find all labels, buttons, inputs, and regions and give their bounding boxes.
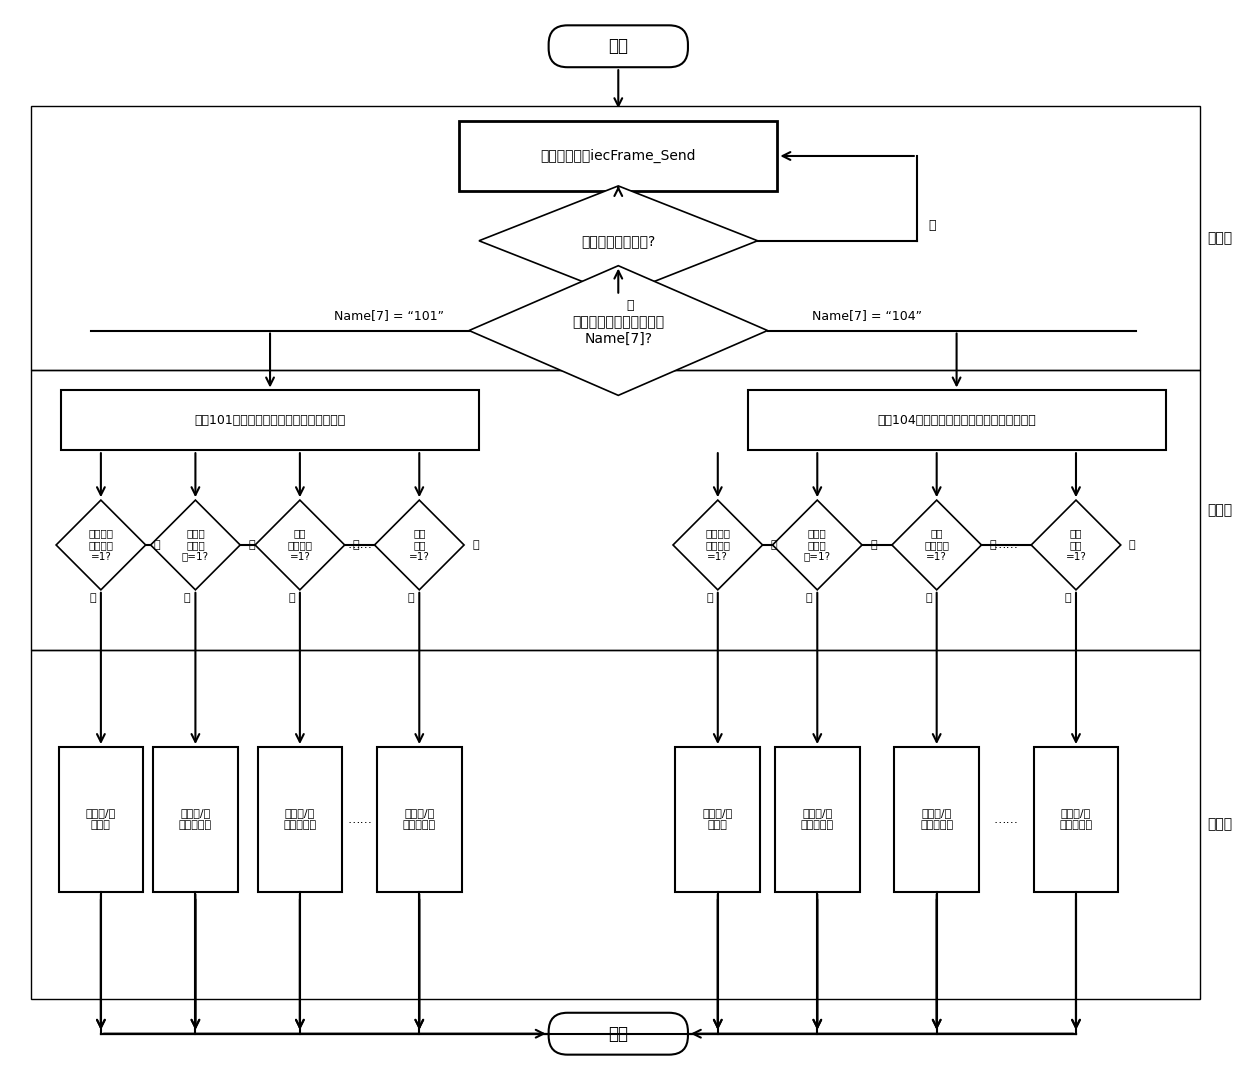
Bar (61, 390, 479, 450)
Text: 是: 是 (408, 593, 414, 603)
Text: 查询
遥控标志
=1?: 查询 遥控标志 =1? (288, 528, 312, 561)
Polygon shape (773, 500, 862, 590)
Text: 清标志/组
对时应答包: 清标志/组 对时应答包 (403, 809, 435, 830)
Text: 查询104数据结构体中的所有状态标志位信息: 查询104数据结构体中的所有状态标志位信息 (877, 413, 1035, 427)
Text: 否: 否 (870, 540, 877, 550)
Text: 否: 否 (1128, 540, 1136, 550)
Text: 结束: 结束 (609, 1025, 629, 1043)
Text: 查询总
召唤标
志=1?: 查询总 召唤标 志=1? (804, 528, 831, 561)
Text: Name[7] = “104”: Name[7] = “104” (812, 310, 923, 322)
Text: 否: 否 (154, 540, 160, 550)
Polygon shape (479, 186, 758, 296)
Bar (676, 746, 760, 891)
Text: 否: 否 (248, 540, 254, 550)
Polygon shape (56, 500, 145, 590)
Polygon shape (150, 500, 241, 590)
Text: 查询链路
复位标志
=1?: 查询链路 复位标志 =1? (706, 528, 730, 561)
Text: 是: 是 (707, 593, 713, 603)
Polygon shape (374, 500, 464, 590)
Text: ……: …… (993, 813, 1019, 826)
Text: 否: 否 (472, 540, 479, 550)
Bar (31, 106, 1200, 371)
Text: 核心层: 核心层 (1208, 817, 1233, 831)
FancyBboxPatch shape (548, 1013, 688, 1055)
Polygon shape (469, 266, 768, 395)
Bar (459, 121, 777, 191)
Bar (31, 650, 1200, 999)
Text: 否: 否 (929, 220, 936, 232)
Text: 清标志/组
总召应答包: 清标志/组 总召应答包 (179, 809, 212, 830)
Text: 查询
遥控标志
=1?: 查询 遥控标志 =1? (924, 528, 949, 561)
Text: Name[7] = “101”: Name[7] = “101” (335, 310, 444, 322)
Text: 清标志/组
遥控返校包: 清标志/组 遥控返校包 (920, 809, 954, 830)
FancyBboxPatch shape (548, 26, 688, 67)
Bar (748, 390, 1166, 450)
Polygon shape (892, 500, 982, 590)
Text: 清标志/组
遥控返校包: 清标志/组 遥控返校包 (283, 809, 316, 830)
Text: 查询
对时
=1?: 查询 对时 =1? (409, 528, 430, 561)
Bar (58, 746, 143, 891)
Bar (1034, 746, 1118, 891)
Bar (153, 746, 238, 891)
Text: 开始: 开始 (609, 37, 629, 56)
Text: 是: 是 (89, 593, 95, 603)
Text: 接口层: 接口层 (1208, 231, 1233, 245)
Text: 发送接口函数iecFrame_Send: 发送接口函数iecFrame_Send (541, 149, 696, 163)
Polygon shape (1032, 500, 1121, 590)
Text: 清标志/组
复位包: 清标志/组 复位包 (703, 809, 733, 830)
Text: 查询101数据结构体中所有状态标志位信息: 查询101数据结构体中所有状态标志位信息 (195, 413, 346, 427)
Text: 查询总
召唤标
志=1?: 查询总 召唤标 志=1? (182, 528, 210, 561)
Text: 是: 是 (626, 299, 634, 312)
Polygon shape (673, 500, 763, 590)
Text: 清标志/组
复位包: 清标志/组 复位包 (86, 809, 117, 830)
Text: 否: 否 (770, 540, 777, 550)
Text: 清标志/组
对时应答包: 清标志/组 对时应答包 (1059, 809, 1092, 830)
Bar (775, 746, 859, 891)
Text: 发送帧间隔时间到?: 发送帧间隔时间到? (582, 233, 656, 247)
Text: ……: …… (993, 539, 1019, 552)
Text: 查询
对时
=1?: 查询 对时 =1? (1065, 528, 1086, 561)
Text: ……: …… (347, 813, 372, 826)
Bar (377, 746, 461, 891)
Text: 否: 否 (990, 540, 996, 550)
Text: 否: 否 (352, 540, 360, 550)
Bar (31, 371, 1200, 650)
Bar (894, 746, 978, 891)
Text: 是: 是 (184, 593, 191, 603)
Text: 是: 是 (1064, 593, 1071, 603)
Text: 当前通道使用的规约类型
Name[7]?: 当前通道使用的规约类型 Name[7]? (572, 316, 665, 346)
Text: 应用层: 应用层 (1208, 503, 1233, 517)
Bar (258, 746, 342, 891)
Text: ……: …… (347, 539, 372, 552)
Text: 是: 是 (806, 593, 812, 603)
Text: 是: 是 (925, 593, 931, 603)
Text: 清标志/组
总召应答包: 清标志/组 总召应答包 (801, 809, 833, 830)
Text: 是: 是 (288, 593, 295, 603)
Text: 查询链路
复位标志
=1?: 查询链路 复位标志 =1? (88, 528, 113, 561)
Polygon shape (255, 500, 345, 590)
